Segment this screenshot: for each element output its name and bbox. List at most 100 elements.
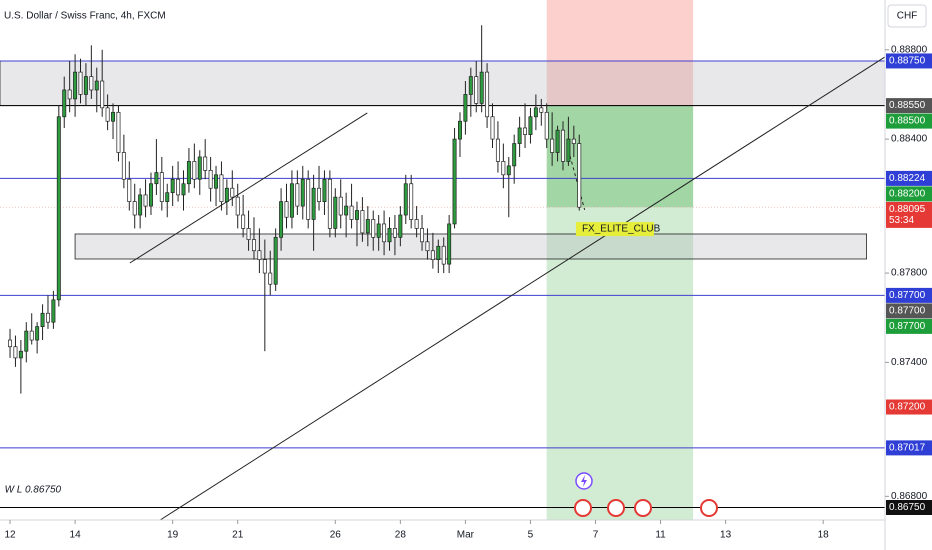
candle-body xyxy=(555,129,560,153)
price-badge-label: 0.87700 xyxy=(889,290,926,301)
candle-body xyxy=(517,127,522,144)
candle-body xyxy=(262,259,267,274)
zone xyxy=(74,233,867,260)
candle-body xyxy=(186,161,191,185)
currency-box[interactable] xyxy=(887,4,927,28)
price-badge xyxy=(886,399,932,415)
annotation-bg xyxy=(575,222,654,237)
candle-body xyxy=(203,156,208,171)
candle-body xyxy=(257,250,262,261)
price-badge xyxy=(886,113,932,129)
candle-body xyxy=(420,228,425,243)
candle-body xyxy=(295,183,300,207)
candle-body xyxy=(485,71,490,118)
candle-body xyxy=(398,214,403,238)
candle-body xyxy=(452,138,457,225)
y-tick-label: 0.88400 xyxy=(891,134,928,145)
price-badge-label: 0.87700 xyxy=(889,321,926,332)
candle-body xyxy=(78,71,83,95)
candle-body xyxy=(322,178,327,202)
candle-body xyxy=(111,111,116,122)
candle-body xyxy=(463,94,468,122)
price-badge xyxy=(886,186,932,202)
price-badge xyxy=(886,440,932,456)
candle-body xyxy=(441,245,446,265)
candle-body xyxy=(523,127,528,135)
price-badge-label: 0.87200 xyxy=(889,402,926,413)
price-badge-label: 0.88500 xyxy=(889,116,926,127)
candle-body xyxy=(458,120,462,140)
candle-body xyxy=(501,161,506,176)
candle-body xyxy=(506,165,511,176)
price-badge xyxy=(886,303,932,319)
currency[interactable]: CHF xyxy=(897,11,918,22)
candle-body xyxy=(533,107,538,118)
candle-body xyxy=(94,80,99,91)
event-flag[interactable] xyxy=(574,499,592,517)
y-tick-label: 0.87400 xyxy=(891,357,928,368)
candle-body xyxy=(165,192,170,202)
candle-body xyxy=(181,183,186,196)
price-badge-label: 0.88200 xyxy=(889,189,926,200)
candle-body xyxy=(100,80,105,109)
plot-area: W L 0.86750 FX_ELITE_CLUB xyxy=(0,0,886,521)
chart-title: U.S. Dollar / Swiss Franc, 4h, FXCM xyxy=(4,11,166,22)
candle-body xyxy=(35,326,40,341)
candle-body xyxy=(425,241,430,252)
y-tick-label: 0.86800 xyxy=(891,491,928,502)
event-icons xyxy=(574,472,718,517)
candle-body xyxy=(355,210,359,220)
x-tick-label: 26 xyxy=(330,530,342,541)
stop-zone xyxy=(546,0,694,106)
event-flag[interactable] xyxy=(634,499,652,517)
candle-body xyxy=(311,187,316,220)
candle-body xyxy=(13,346,18,359)
x-tick-label: 5 xyxy=(528,530,534,541)
x-tick-label: 14 xyxy=(70,530,82,541)
price-badge-label: 0.86750 xyxy=(889,502,926,513)
y-tick-label: 0.88800 xyxy=(891,44,928,55)
candle-body xyxy=(371,219,376,238)
candle-body xyxy=(24,330,29,352)
candle-body xyxy=(349,205,354,220)
price-badge xyxy=(886,170,932,186)
candle-body xyxy=(447,223,452,265)
profit-zone xyxy=(546,105,694,208)
candle-body xyxy=(409,183,414,220)
price-badge xyxy=(886,287,932,303)
x-tick-label: 13 xyxy=(720,530,732,541)
lightning xyxy=(581,475,587,487)
candle-body xyxy=(51,299,56,323)
candle-body xyxy=(479,71,484,104)
candle-body xyxy=(138,194,143,216)
candle-body xyxy=(550,138,555,153)
x-tick-label: 7 xyxy=(593,530,599,541)
candle-body xyxy=(387,228,392,243)
price-badge-label: 0.88224 xyxy=(889,173,926,184)
event-flag[interactable] xyxy=(700,499,718,517)
candle-body xyxy=(46,312,50,323)
candle-body xyxy=(159,172,164,202)
event-flag[interactable] xyxy=(607,499,625,517)
candle-body xyxy=(83,76,88,95)
price-badge-label: 0.88750 xyxy=(889,56,926,67)
candle-body xyxy=(154,172,159,185)
candle-body xyxy=(89,76,94,91)
candle-body xyxy=(360,210,365,234)
candle-body xyxy=(273,236,278,285)
candle-body xyxy=(468,76,473,95)
trendline xyxy=(567,149,586,211)
candle-body xyxy=(327,178,332,229)
x-tick-label: 12 xyxy=(4,530,16,541)
annotation: W L 0.86750 xyxy=(5,484,62,495)
price-badge-label: 0.87700 xyxy=(889,306,926,317)
x-tick-label: 21 xyxy=(232,530,244,541)
candle-body xyxy=(306,178,311,220)
candle-body xyxy=(382,223,387,243)
candle-body xyxy=(561,129,565,162)
candle-body xyxy=(284,201,289,218)
candle-body xyxy=(230,187,235,198)
candle-body xyxy=(56,116,61,301)
